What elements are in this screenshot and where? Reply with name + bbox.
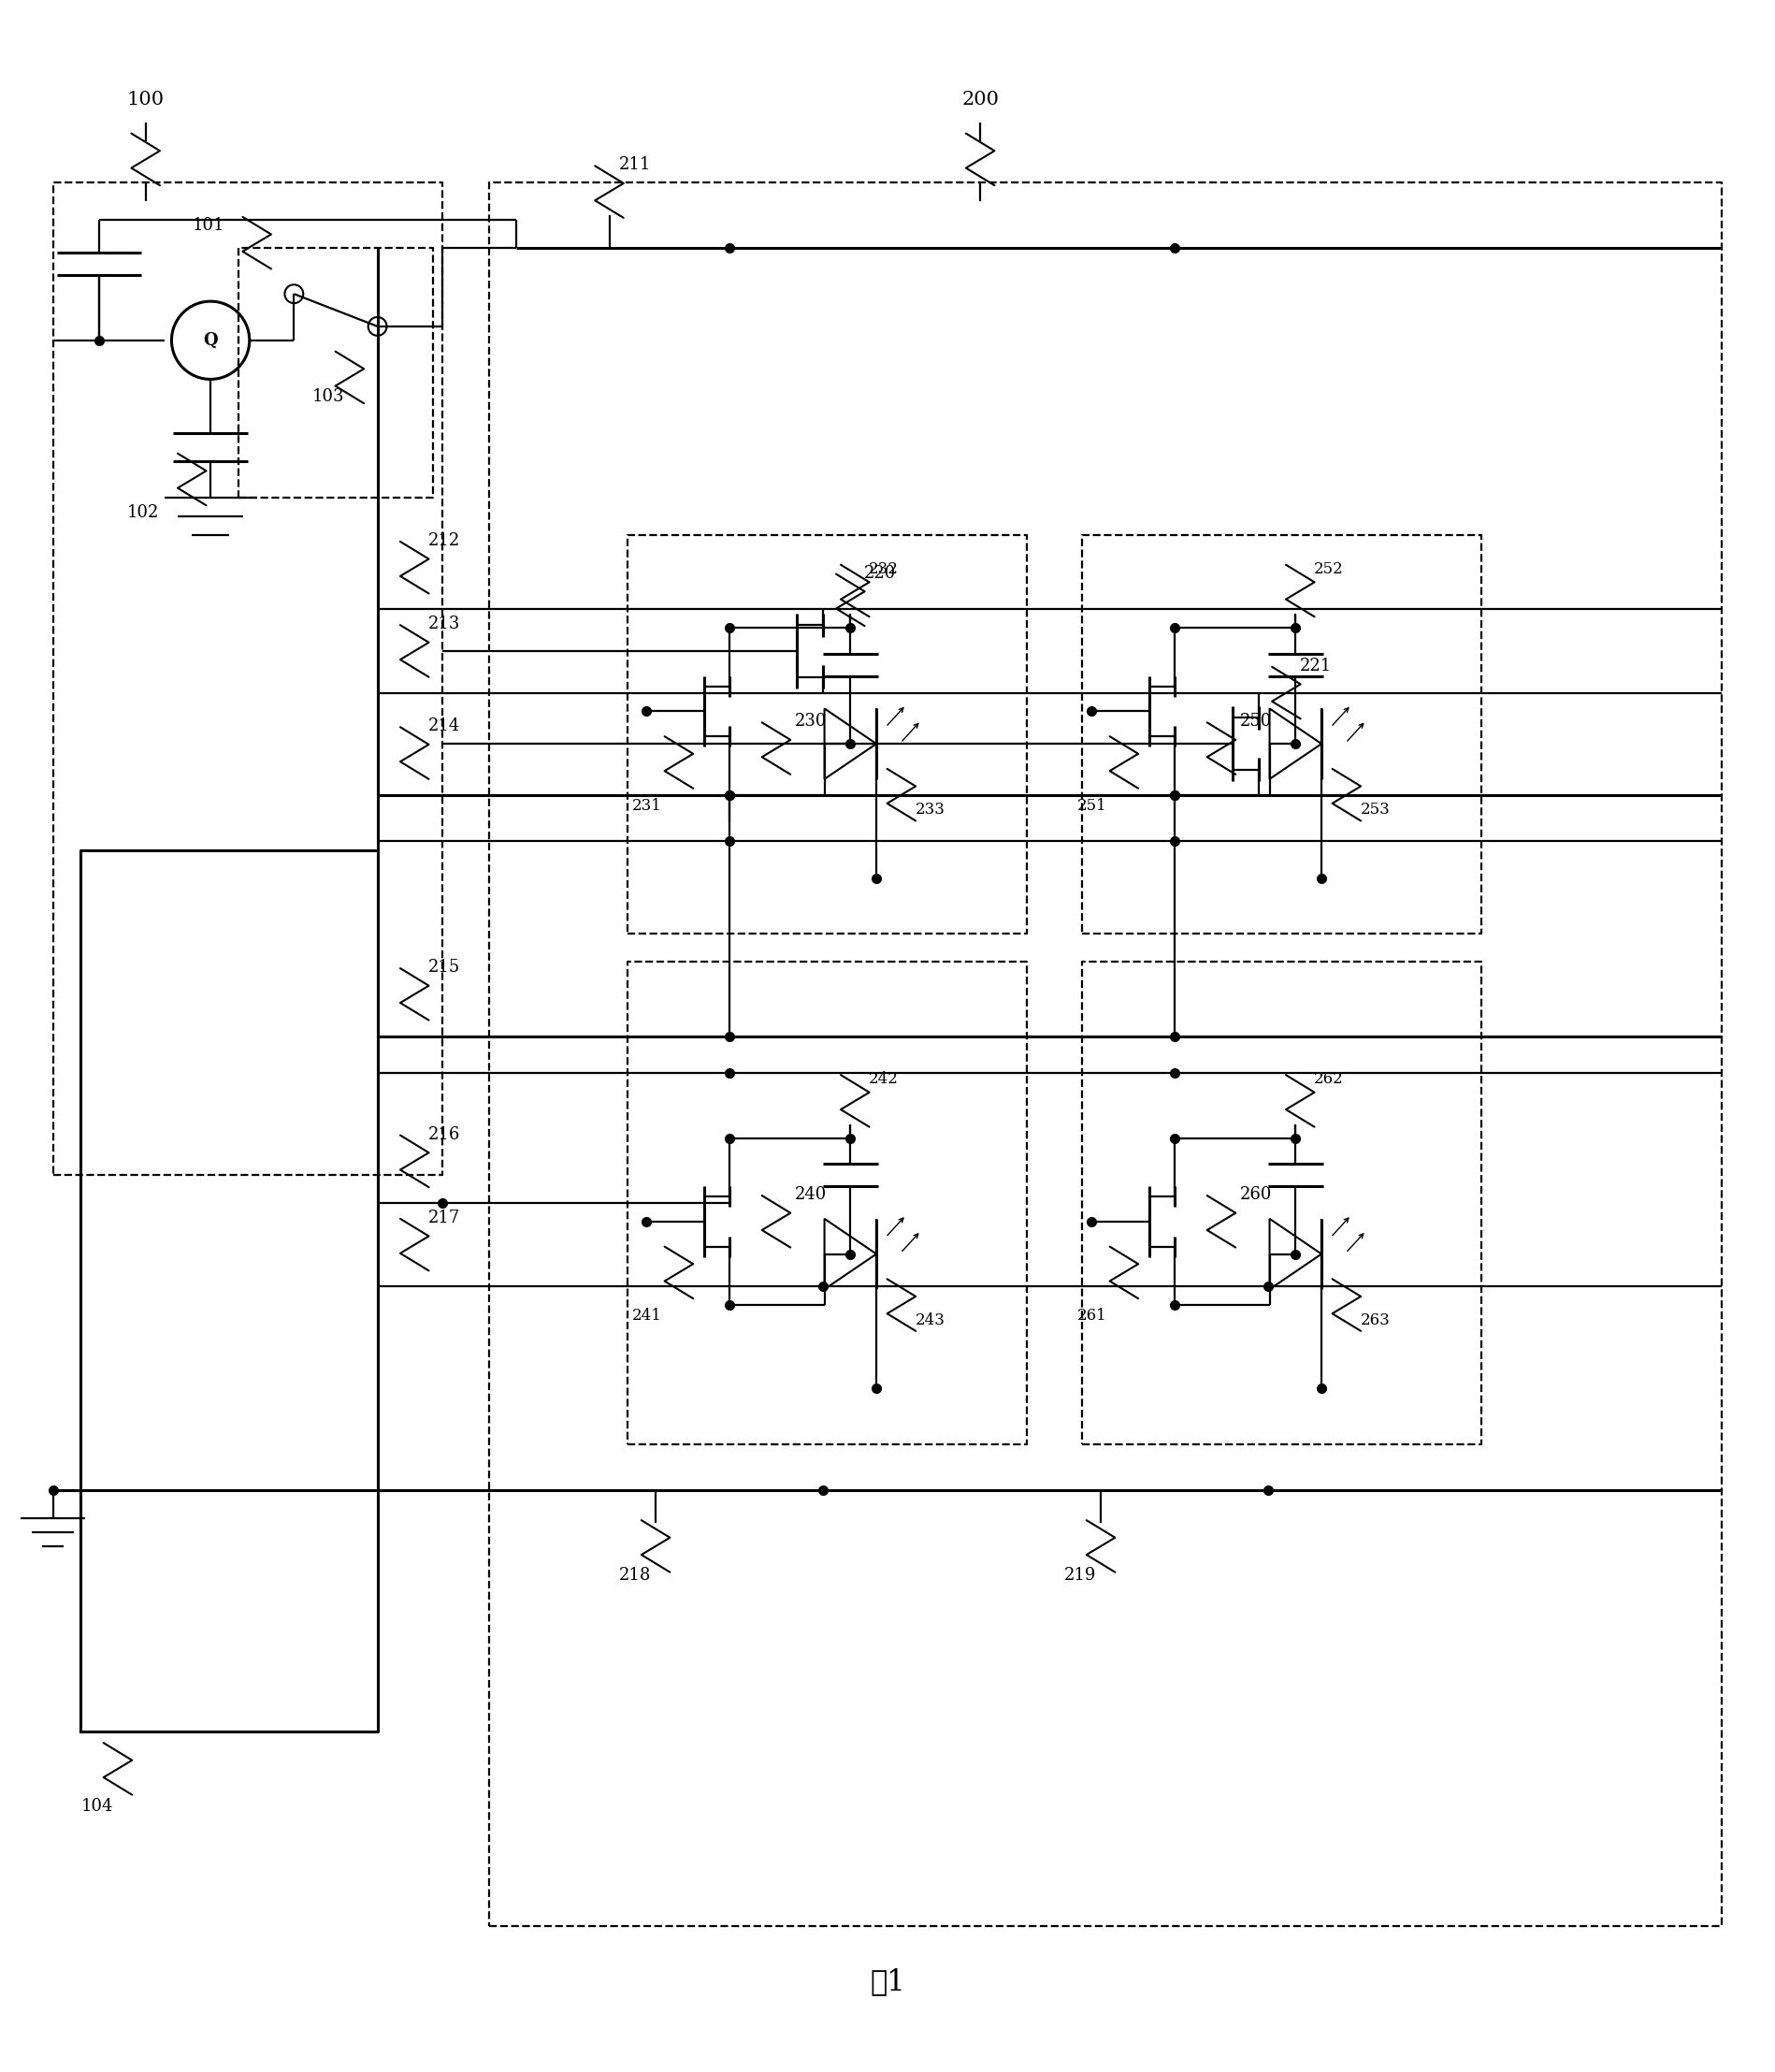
Text: 200: 200 bbox=[962, 91, 999, 108]
Text: 103: 103 bbox=[312, 387, 344, 406]
Text: 262: 262 bbox=[1314, 1071, 1344, 1088]
Text: 216: 216 bbox=[428, 1125, 460, 1142]
Text: 212: 212 bbox=[428, 533, 460, 549]
Text: 100: 100 bbox=[126, 91, 165, 108]
Text: 215: 215 bbox=[428, 959, 460, 976]
Text: 218: 218 bbox=[618, 1566, 651, 1583]
Text: Q: Q bbox=[202, 332, 218, 348]
Text: 250: 250 bbox=[1241, 713, 1273, 729]
Text: 221: 221 bbox=[1299, 657, 1333, 673]
Text: 241: 241 bbox=[632, 1307, 662, 1324]
Text: 101: 101 bbox=[192, 218, 224, 234]
Text: 232: 232 bbox=[870, 562, 898, 576]
Text: 104: 104 bbox=[80, 1798, 114, 1815]
Text: 图1: 图1 bbox=[870, 1968, 905, 1997]
Text: 240: 240 bbox=[795, 1185, 827, 1204]
Text: 260: 260 bbox=[1241, 1185, 1273, 1204]
Text: 242: 242 bbox=[870, 1071, 898, 1088]
Text: 219: 219 bbox=[1063, 1566, 1095, 1583]
Text: 211: 211 bbox=[618, 157, 651, 174]
Text: 253: 253 bbox=[1360, 802, 1390, 818]
Text: 261: 261 bbox=[1077, 1307, 1108, 1324]
Text: 220: 220 bbox=[864, 566, 896, 582]
Text: 214: 214 bbox=[428, 717, 460, 736]
Text: 252: 252 bbox=[1314, 562, 1344, 576]
Text: 263: 263 bbox=[1360, 1312, 1390, 1328]
Text: 243: 243 bbox=[916, 1312, 944, 1328]
Text: 251: 251 bbox=[1077, 798, 1108, 814]
Text: 102: 102 bbox=[128, 503, 160, 522]
Text: 233: 233 bbox=[916, 802, 944, 818]
Text: 231: 231 bbox=[632, 798, 662, 814]
Text: 230: 230 bbox=[795, 713, 827, 729]
Text: 217: 217 bbox=[428, 1210, 460, 1227]
Text: 213: 213 bbox=[428, 615, 460, 632]
